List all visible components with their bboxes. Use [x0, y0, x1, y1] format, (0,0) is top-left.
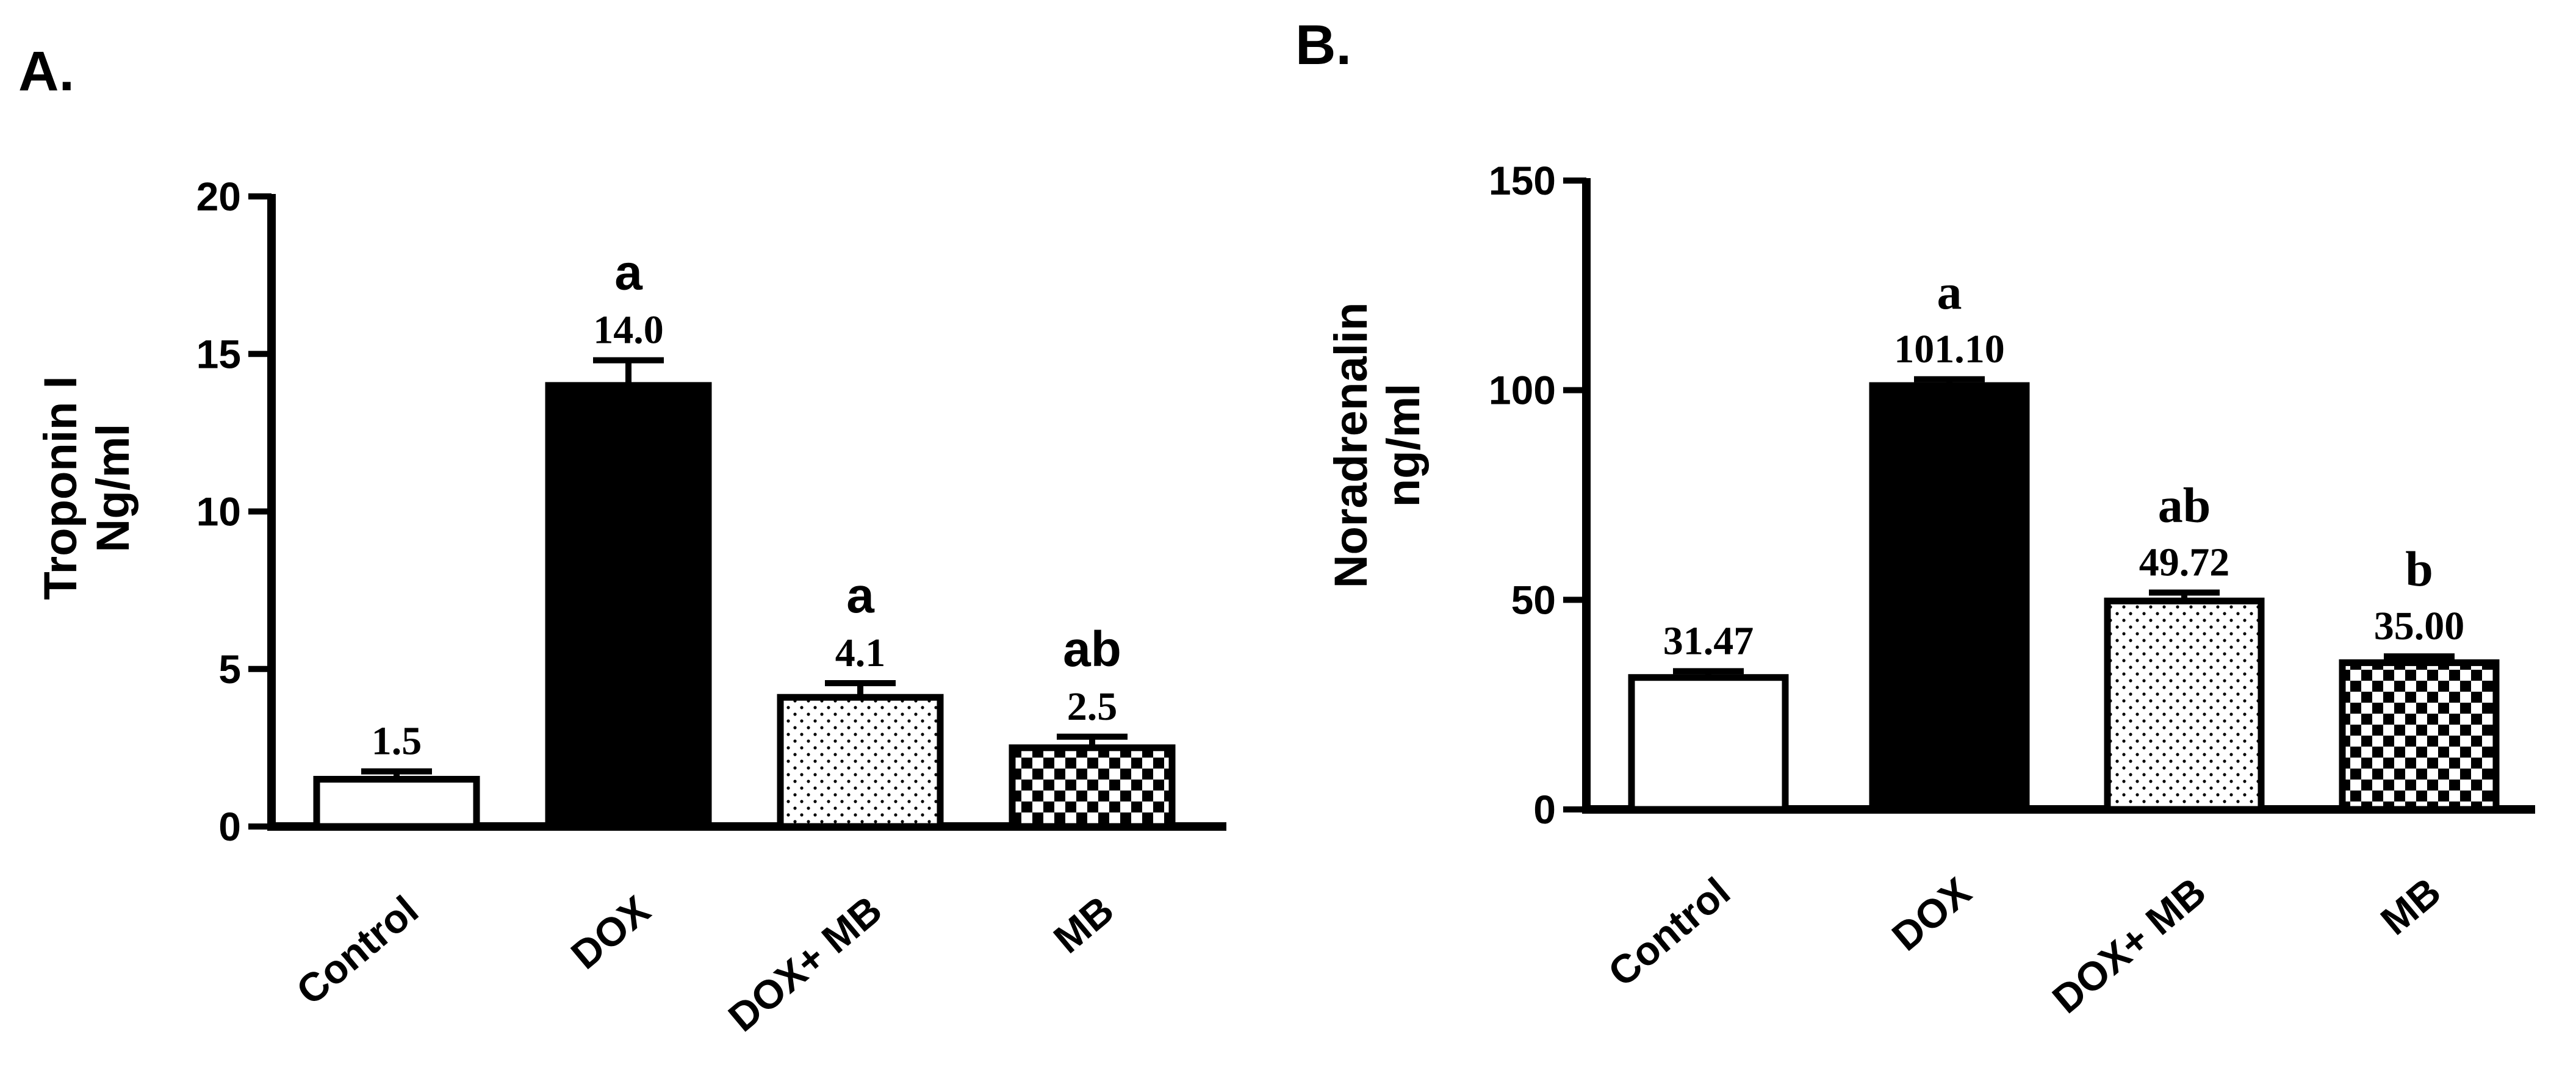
panel-a-ytick-label: 5 — [218, 647, 241, 692]
panel-b-ylabel: Noradrenalin ng/ml — [1325, 303, 1430, 589]
panel-a-ylabel-line-1: Troponin I — [35, 376, 87, 600]
panel-a: A. Troponin I Ng/ml 0 5 10 15 20 1.5 Control 14… — [18, 40, 1226, 1040]
panel-a-xtick-label: DOX+ MB — [720, 887, 890, 1040]
panel-b-xtick-label: DOX — [1883, 869, 1979, 959]
panel-a-bar — [545, 382, 712, 830]
panel-b-bar — [2339, 659, 2500, 813]
panel-a-value-label: 14.0 — [593, 308, 664, 353]
panel-b-value-label: 101.10 — [1894, 327, 2005, 371]
panel-a-value-label: 2.5 — [1067, 684, 1118, 729]
panel-b-bar — [1869, 382, 2030, 813]
panel-b-ytick-label: 50 — [1511, 577, 1556, 622]
panel-a-significance-label: a — [846, 568, 875, 623]
panel-b-bar — [2104, 597, 2265, 813]
panel-a-bar — [313, 776, 480, 830]
panel-a-significance-label: ab — [1063, 622, 1121, 677]
panel-b-ytick-label: 150 — [1489, 158, 1556, 203]
panel-a-ylabel: Troponin I Ng/ml — [35, 376, 139, 600]
panel-b-bar — [1628, 674, 1789, 813]
panel-b-value-label: 49.72 — [2139, 540, 2230, 585]
panel-b-significance-label: b — [2405, 541, 2433, 597]
panel-b-xtick-label: DOX+ MB — [2044, 869, 2214, 1022]
panel-a-xtick-label: Control — [288, 887, 426, 1013]
panel-b-ytick-label: 0 — [1533, 787, 1556, 832]
panel-a-bar — [777, 694, 944, 830]
panel-a-ylabel-line-2: Ng/ml — [87, 423, 139, 552]
panel-b: B. Noradrenalin ng/ml 0 50 100 150 31.47 Cont… — [1295, 14, 2535, 1022]
panel-b-xtick-label: MB — [2372, 869, 2449, 944]
panel-a-value-label: 4.1 — [835, 631, 886, 675]
panel-b-ytick-label: 100 — [1489, 368, 1556, 413]
panel-b-significance-label: a — [1937, 264, 1962, 320]
panel-a-xtick-label: DOX — [563, 887, 658, 978]
panel-b-value-label: 35.00 — [2374, 604, 2465, 648]
panel-a-bar — [1009, 744, 1176, 830]
panel-a-xtick-label: MB — [1045, 887, 1122, 962]
panel-b-xtick-label: Control — [1600, 869, 1738, 995]
panel-a-ytick-label: 0 — [218, 804, 241, 849]
panel-b-value-label: 31.47 — [1663, 619, 1754, 663]
panel-a-ytick-label: 10 — [196, 489, 241, 534]
panel-a-ytick-label: 20 — [196, 174, 241, 219]
panel-a-significance-label: a — [614, 245, 643, 301]
panel-b-label: B. — [1295, 14, 1351, 76]
panel-b-ylabel-line-2: ng/ml — [1378, 384, 1430, 507]
panel-a-ytick-label: 15 — [196, 331, 241, 376]
panel-a-label: A. — [18, 40, 74, 102]
panel-a-value-label: 1.5 — [372, 719, 422, 764]
panel-b-significance-label: ab — [2158, 478, 2211, 533]
panel-b-ylabel-line-1: Noradrenalin — [1325, 303, 1377, 589]
